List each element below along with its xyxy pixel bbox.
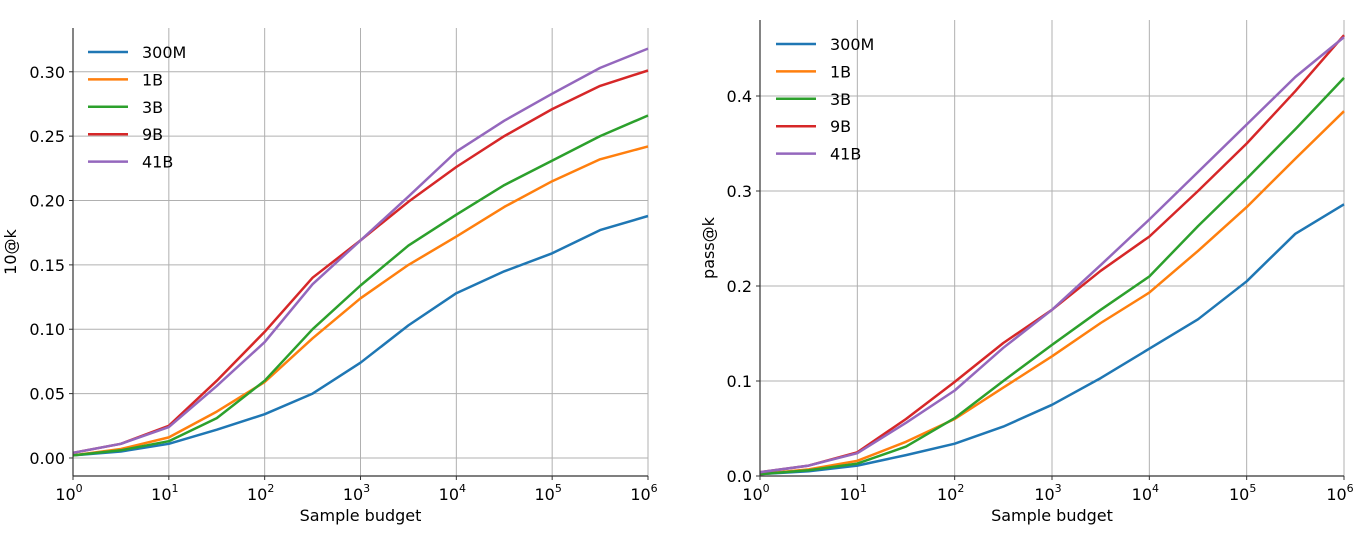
x-tick-label: 101 — [151, 482, 178, 504]
x-tick-exponent: 4 — [459, 482, 466, 495]
x-tick-base: 10 — [343, 485, 363, 504]
x-tick-label: 106 — [1326, 482, 1353, 504]
x-tick-label: 104 — [1132, 482, 1159, 504]
legend-label: 3B — [830, 90, 851, 109]
x-axis-label: Sample budget — [991, 506, 1113, 525]
y-tick-label: 0.2 — [727, 277, 752, 296]
y-tick-label: 0.4 — [727, 87, 752, 106]
series-line-3B — [72, 114, 649, 457]
x-tick-label: 105 — [1229, 482, 1256, 504]
legend-label: 1B — [142, 70, 163, 89]
chart-1: 100 101 102 103 104 105 1060.000.050.100.150.2… — [1, 28, 658, 525]
x-tick-exponent: 6 — [1347, 482, 1354, 495]
y-tick-label: 0.0 — [727, 467, 752, 486]
legend-label: 300M — [830, 35, 874, 54]
series-line-1B — [759, 110, 1345, 476]
series-line-300M — [72, 214, 649, 457]
x-tick-base: 10 — [937, 485, 957, 504]
x-tick-exponent: 3 — [1055, 482, 1062, 495]
legend-label: 41B — [830, 145, 861, 164]
x-tick-base: 10 — [742, 485, 762, 504]
series-line-41B — [759, 36, 1345, 474]
x-tick-label: 103 — [1034, 482, 1061, 504]
x-tick-base: 10 — [1132, 485, 1152, 504]
chart-2: 100 101 102 103 104 105 1060.00.10.20.30.4Samp… — [699, 20, 1354, 525]
series-line-1B — [72, 145, 649, 457]
series-line-3B — [759, 77, 1345, 476]
x-tick-label: 102 — [247, 482, 274, 504]
x-tick-base: 10 — [55, 485, 75, 504]
x-tick-exponent: 2 — [267, 482, 274, 495]
legend-label: 41B — [142, 153, 173, 172]
x-tick-base: 10 — [247, 485, 267, 504]
legend: 300M 1B 3B 9B 41B — [776, 35, 874, 164]
x-tick-exponent: 3 — [363, 482, 370, 495]
x-tick-exponent: 2 — [957, 482, 964, 495]
legend-label: 3B — [142, 98, 163, 117]
y-tick-label: 0.10 — [29, 320, 65, 339]
x-tick-label: 105 — [534, 482, 561, 504]
y-tick-label: 0.25 — [29, 127, 65, 146]
x-tick-exponent: 1 — [172, 482, 179, 495]
x-tick-exponent: 6 — [651, 482, 658, 495]
series-line-41B — [72, 47, 649, 455]
x-tick-label: 100 — [55, 482, 82, 504]
x-tick-label: 101 — [840, 482, 867, 504]
legend: 300M 1B 3B 9B 41B — [88, 43, 186, 172]
x-tick-base: 10 — [840, 485, 860, 504]
x-tick-base: 10 — [534, 485, 554, 504]
x-tick-label: 103 — [343, 482, 370, 504]
x-tick-base: 10 — [1229, 485, 1249, 504]
x-tick-exponent: 0 — [76, 482, 83, 495]
y-tick-label: 0.00 — [29, 449, 65, 468]
x-tick-exponent: 1 — [860, 482, 867, 495]
y-tick-label: 0.05 — [29, 385, 65, 404]
y-axis-label: pass@k — [699, 216, 718, 279]
legend-label: 1B — [830, 62, 851, 81]
x-tick-label: 104 — [439, 482, 466, 504]
legend-label: 9B — [142, 125, 163, 144]
x-axis-label: Sample budget — [300, 506, 422, 525]
x-tick-label: 102 — [937, 482, 964, 504]
x-tick-label: 106 — [630, 482, 657, 504]
x-tick-exponent: 5 — [555, 482, 562, 495]
x-tick-exponent: 0 — [763, 482, 770, 495]
legend-label: 300M — [142, 43, 186, 62]
y-tick-label: 0.30 — [29, 63, 65, 82]
y-tick-label: 0.1 — [727, 372, 752, 391]
y-axis-label: 10@k — [1, 228, 20, 274]
legend-label: 9B — [830, 117, 851, 136]
y-tick-label: 0.20 — [29, 192, 65, 211]
x-tick-exponent: 4 — [1152, 482, 1159, 495]
y-tick-label: 0.15 — [29, 256, 65, 275]
x-tick-base: 10 — [439, 485, 459, 504]
x-tick-base: 10 — [151, 485, 171, 504]
y-tick-label: 0.3 — [727, 182, 752, 201]
x-tick-exponent: 5 — [1249, 482, 1256, 495]
x-tick-label: 100 — [742, 482, 769, 504]
x-tick-base: 10 — [630, 485, 650, 504]
x-tick-base: 10 — [1034, 485, 1054, 504]
series-line-300M — [759, 203, 1345, 476]
x-tick-base: 10 — [1326, 485, 1346, 504]
